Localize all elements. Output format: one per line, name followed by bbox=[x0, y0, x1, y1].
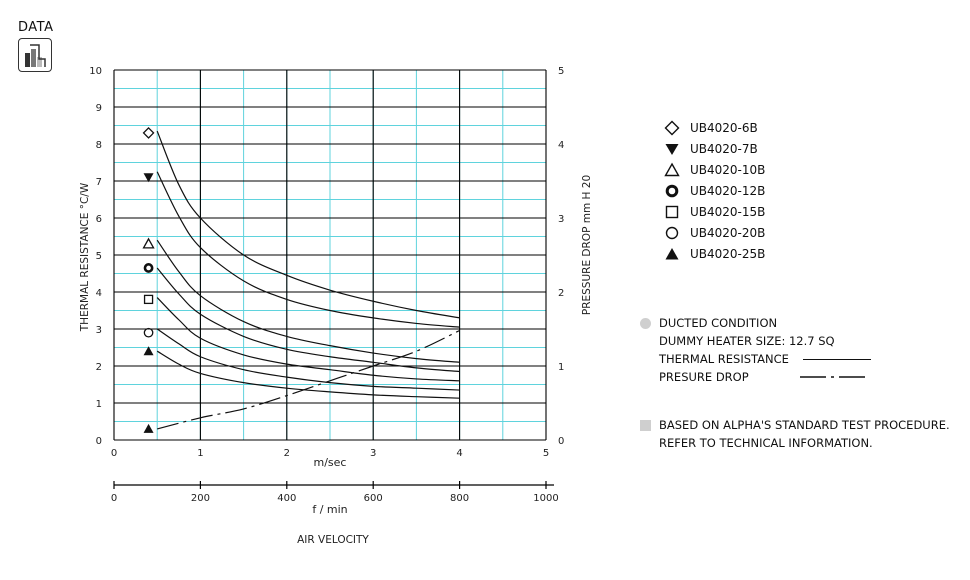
y-tick-label: 9 bbox=[96, 103, 102, 114]
thermal-curve bbox=[156, 297, 460, 382]
legend-label: UB4020-6B bbox=[690, 121, 758, 136]
triangle-up-icon bbox=[664, 162, 680, 177]
bold-circle-icon bbox=[665, 184, 679, 198]
legend-item: UB4020-12B bbox=[664, 181, 765, 202]
legend-item: UB4020-7B bbox=[664, 139, 765, 160]
series-marker bbox=[143, 294, 154, 305]
x-tick-label: 2 bbox=[284, 448, 290, 459]
legend-item: UB4020-6B bbox=[664, 118, 765, 139]
thermal-curve bbox=[156, 328, 460, 391]
thermal-key-label: THERMAL RESISTANCE bbox=[659, 352, 789, 366]
procedure-note: BASED ON ALPHA'S STANDARD TEST PROCEDURE… bbox=[640, 416, 950, 434]
data-badge: DATA bbox=[18, 20, 54, 72]
y-axis-label-right: PRESSURE DROP mm H 20 bbox=[581, 175, 593, 315]
axis-caption: AIR VELOCITY bbox=[297, 534, 369, 546]
refer-note: REFER TO TECHNICAL INFORMATION. bbox=[659, 436, 873, 450]
x-tick-label: 3 bbox=[370, 448, 376, 459]
procedure-label: BASED ON ALPHA'S STANDARD TEST PROCEDURE… bbox=[659, 418, 950, 432]
fpm-axis-label: f / min bbox=[312, 503, 347, 516]
thermal-curve bbox=[156, 130, 460, 319]
thermal-line-key: THERMAL RESISTANCE bbox=[640, 350, 950, 368]
fpm-tick-label: 200 bbox=[191, 493, 210, 504]
x-axis-label: m/sec bbox=[314, 456, 347, 469]
thermal-curve bbox=[156, 239, 460, 363]
legend-label: UB4020-12B bbox=[690, 184, 766, 199]
circle-bullet-icon bbox=[640, 317, 651, 329]
ducted-label: DUCTED CONDITION bbox=[659, 316, 778, 330]
legend-item: UB4020-10B bbox=[664, 160, 765, 181]
diamond-icon bbox=[664, 120, 680, 136]
legend-label: UB4020-10B bbox=[690, 163, 766, 178]
solid-line-sample bbox=[802, 358, 871, 360]
legend-label: UB4020-7B bbox=[690, 142, 758, 157]
fpm-tick-label: 1000 bbox=[533, 493, 558, 504]
legend-item: UB4020-25B bbox=[664, 243, 765, 264]
badge-label: DATA bbox=[18, 20, 54, 35]
y-tick-label: 6 bbox=[96, 214, 102, 225]
pressure-line-key: PRESURE DROP bbox=[640, 368, 950, 386]
series-marker bbox=[142, 126, 155, 139]
heater-note: DUMMY HEATER SIZE: 12.7 SQ bbox=[659, 334, 835, 348]
pressure-marker bbox=[143, 423, 154, 433]
y-tick-label: 4 bbox=[96, 288, 102, 299]
y-tick-label: 8 bbox=[96, 140, 102, 151]
series-marker bbox=[143, 263, 154, 273]
x-tick-label: 5 bbox=[543, 448, 549, 459]
y-tick-label: 2 bbox=[96, 362, 102, 373]
circle-icon bbox=[665, 226, 679, 240]
legend: UB4020-6B UB4020-7B UB4020-10B UB4020-12… bbox=[664, 118, 765, 264]
series-marker bbox=[143, 346, 154, 356]
series-marker bbox=[143, 173, 154, 183]
series-marker bbox=[142, 237, 155, 249]
series-marker bbox=[143, 327, 154, 338]
ducted-note: DUCTED CONDITION bbox=[640, 314, 950, 332]
triangle-down-icon bbox=[665, 144, 679, 156]
bar-chart-icon bbox=[18, 38, 52, 72]
y2-tick-label: 0 bbox=[558, 436, 564, 447]
square-bullet-icon bbox=[640, 419, 651, 431]
fpm-tick-label: 400 bbox=[277, 493, 296, 504]
thermal-curve bbox=[156, 267, 460, 373]
y2-tick-label: 1 bbox=[558, 362, 564, 373]
x-tick-label: 1 bbox=[197, 448, 203, 459]
fpm-tick-label: 600 bbox=[364, 493, 383, 504]
y-tick-label: 5 bbox=[96, 251, 102, 262]
x-tick-label: 4 bbox=[456, 448, 462, 459]
x-tick-label: 0 bbox=[111, 448, 117, 459]
y2-tick-label: 3 bbox=[558, 214, 564, 225]
legend-label: UB4020-25B bbox=[690, 246, 766, 261]
y-axis-label-left: THERMAL RESISTANCE °C/W bbox=[79, 182, 91, 332]
thermal-curve bbox=[156, 171, 460, 328]
dash-dot-line-sample bbox=[799, 376, 868, 378]
square-icon bbox=[665, 205, 679, 219]
test-conditions: DUCTED CONDITION DUMMY HEATER SIZE: 12.7… bbox=[640, 314, 950, 452]
y-tick-label: 1 bbox=[96, 399, 102, 410]
thermal-curve bbox=[156, 350, 460, 399]
y-tick-label: 0 bbox=[96, 436, 102, 447]
fpm-tick-label: 800 bbox=[450, 493, 469, 504]
y-tick-label: 10 bbox=[89, 66, 102, 77]
y-tick-label: 3 bbox=[96, 325, 102, 336]
y-tick-label: 7 bbox=[96, 177, 102, 188]
y2-tick-label: 2 bbox=[558, 288, 564, 299]
legend-label: UB4020-20B bbox=[690, 225, 766, 240]
pressure-drop-curve bbox=[157, 329, 460, 430]
legend-item: UB4020-20B bbox=[664, 222, 765, 243]
triangle-up-filled-icon bbox=[665, 247, 679, 260]
y2-tick-label: 5 bbox=[558, 66, 564, 77]
pressure-key-label: PRESURE DROP bbox=[659, 370, 749, 384]
fpm-tick-label: 0 bbox=[111, 493, 117, 504]
legend-label: UB4020-15B bbox=[690, 205, 766, 219]
legend-item: UB4020-15B bbox=[664, 202, 765, 223]
y2-tick-label: 4 bbox=[558, 140, 564, 151]
